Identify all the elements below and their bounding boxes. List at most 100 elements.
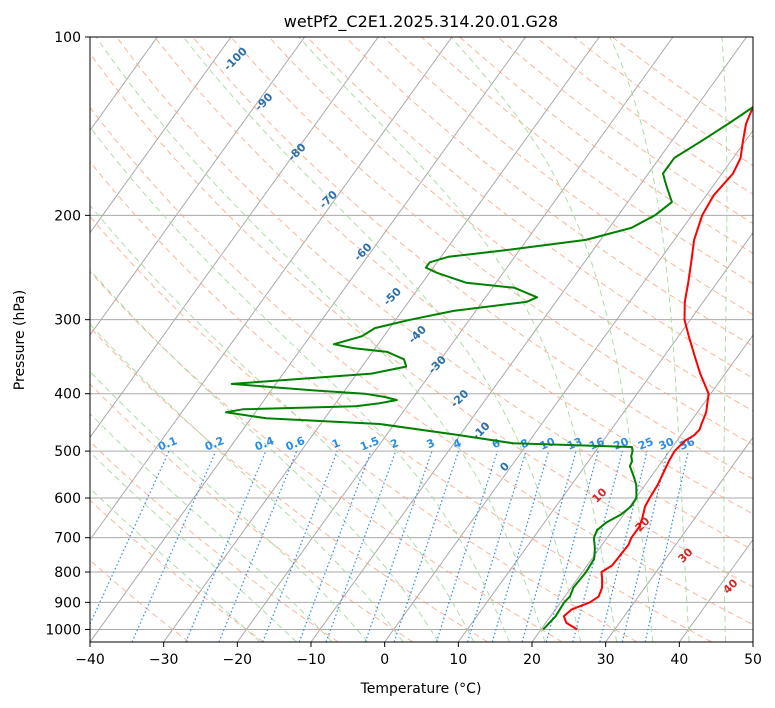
dry-adiabat-line	[459, 37, 753, 254]
mixing-ratio-label: 6	[490, 436, 502, 451]
isotherm-line	[752, 641, 753, 642]
moist-adiabat-label: -30	[426, 353, 449, 376]
mixing-ratio-line	[621, 450, 669, 642]
mixing-ratio-label: 0.6	[284, 434, 307, 453]
x-tick-label: 0	[380, 652, 389, 668]
isotherm-line	[90, 37, 379, 439]
mixing-ratio-label: 1	[330, 436, 342, 451]
temperature-profile-line	[562, 104, 753, 631]
isotherm-line	[163, 37, 600, 642]
y-tick-label: 200	[54, 208, 81, 224]
isotherm-line	[90, 37, 453, 541]
x-axis-title: Temperature (°C)	[360, 681, 482, 697]
y-tick-label: 100	[54, 30, 81, 46]
moist-adiabat-label: -60	[351, 240, 374, 263]
moist-adiabat-line	[90, 323, 404, 642]
isotherm-line	[0, 37, 10, 642]
dry-adiabat-label: 40	[721, 576, 741, 596]
x-tick-label: 50	[744, 652, 762, 668]
x-tick-label: 20	[523, 652, 541, 668]
mixing-ratio-line	[545, 450, 599, 642]
dry-adiabat-line	[116, 37, 753, 551]
dry-adiabat-line	[90, 270, 563, 642]
x-tick-label: −30	[149, 652, 179, 668]
y-tick-label: 400	[54, 387, 81, 403]
moist-adiabat-line	[90, 269, 439, 642]
y-tick-label: 300	[54, 313, 81, 329]
x-tick-label: −40	[75, 652, 105, 668]
mixing-ratio-label: 16	[587, 435, 606, 453]
mixing-ratio-line	[185, 450, 267, 642]
moist-adiabat-line	[90, 370, 369, 642]
dry-adiabat-line	[90, 499, 264, 642]
dry-adiabat-label: 10	[590, 485, 610, 505]
isotherm-line	[605, 436, 753, 642]
isotherm-line	[90, 37, 232, 234]
isotherm-line	[678, 538, 753, 642]
x-tick-label: 30	[597, 652, 615, 668]
dry-adiabat-line	[192, 37, 753, 480]
moist-adiabat-label: -90	[252, 90, 275, 113]
mixing-ratio-label: 20	[612, 435, 631, 453]
mixing-ratio-line	[298, 450, 372, 642]
moist-adiabat-label: 0	[497, 459, 512, 474]
moist-adiabat-line	[95, 37, 546, 642]
dry-adiabat-line	[230, 37, 753, 446]
x-tick-label: 10	[449, 652, 467, 668]
y-tick-label: 900	[54, 595, 81, 611]
mixing-ratio-line	[521, 450, 577, 642]
y-tick-label: 800	[54, 565, 81, 581]
dry-adiabat-line	[268, 37, 753, 412]
moist-adiabat-line	[90, 204, 475, 642]
plot-frame	[89, 36, 754, 643]
mixing-ratio-line	[599, 450, 648, 642]
dry-adiabat-line	[90, 383, 414, 642]
y-tick-label: 600	[54, 491, 81, 507]
dry-adiabat-line	[90, 326, 488, 642]
moist-adiabat-label: -20	[448, 387, 471, 410]
chart-title: wetPf2_C2E1.2025.314.20.01.G28	[284, 12, 558, 32]
dry-adiabat-line	[90, 106, 753, 626]
dry-adiabat-line	[611, 37, 753, 139]
mixing-ratio-line	[131, 450, 217, 642]
isotherm-line	[90, 37, 306, 336]
mixing-ratio-line	[262, 450, 338, 642]
dry-adiabat-line	[497, 37, 753, 225]
x-tick-label: −20	[223, 652, 253, 668]
moist-adiabat-line	[609, 37, 690, 642]
dry-adiabat-line	[344, 37, 753, 347]
dry-adiabat-label: 30	[676, 545, 696, 565]
moist-adiabat-line	[90, 487, 261, 642]
mixing-ratio-label: 3	[425, 436, 437, 451]
mixing-ratio-line	[491, 450, 550, 642]
moist-adiabat-line	[90, 126, 510, 642]
isotherm-line	[531, 334, 753, 642]
dry-adiabat-line	[90, 440, 339, 642]
dry-adiabat-line	[421, 37, 753, 285]
mixing-ratio-line	[325, 450, 397, 642]
mixing-ratio-label: 30	[657, 435, 676, 453]
isotherm-line	[384, 129, 753, 642]
isotherm-line	[457, 231, 753, 642]
mixing-ratio-line	[466, 450, 527, 642]
mixing-ratio-label: 36	[678, 435, 697, 453]
dry-adiabat-line	[90, 52, 753, 588]
moist-adiabat-line	[183, 37, 582, 642]
moist-adiabat-line	[721, 37, 728, 642]
mixing-ratio-label: 4	[451, 436, 463, 451]
moist-adiabat-line	[298, 37, 618, 642]
y-tick-label: 500	[54, 444, 81, 460]
mixing-ratio-label: 13	[565, 435, 584, 453]
mixing-ratio-label: 2	[388, 436, 400, 451]
dry-adiabat-line	[154, 37, 753, 515]
mixing-ratio-label: 25	[636, 435, 655, 453]
moist-adiabat-label: -50	[381, 285, 404, 308]
isotherm-line	[236, 37, 674, 642]
mixing-ratio-line	[90, 450, 170, 626]
moist-adiabat-line	[90, 451, 297, 642]
x-tick-label: 40	[670, 652, 688, 668]
mixing-ratio-line	[393, 450, 460, 642]
y-tick-label: 1000	[45, 622, 81, 638]
y-axis-title: Pressure (hPa)	[12, 290, 28, 390]
